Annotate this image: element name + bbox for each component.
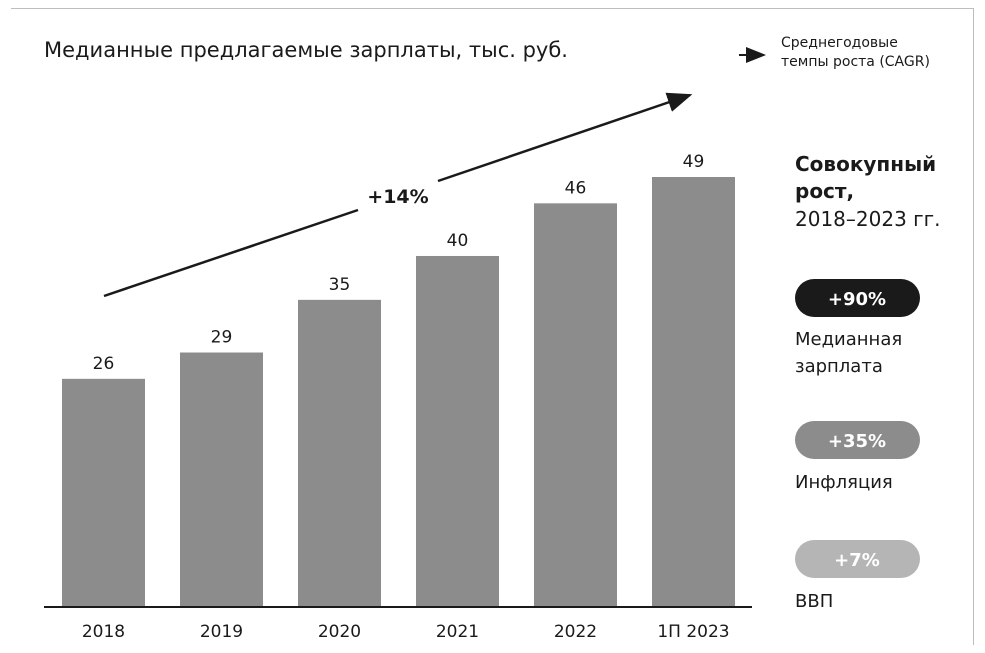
value-label-2018: 26 (93, 354, 115, 374)
tick-label-2022: 2022 (554, 622, 597, 642)
bar-2018 (62, 378, 145, 607)
badge-gdp-value: +7% (834, 550, 880, 571)
legend-text-line1: Среднегодовые (781, 35, 898, 51)
trend-label: +14% (367, 186, 428, 208)
bar-2020 (298, 299, 381, 607)
value-labels-group: 26 29 35 40 46 49 (93, 152, 705, 374)
trend-arrow-icon (437, 92, 693, 183)
value-label-2020: 35 (329, 275, 351, 295)
chart-title: Медианные предлагаемые зарплаты, тыс. ру… (44, 38, 568, 62)
tick-label-2019: 2019 (200, 622, 243, 642)
metric-median-salary-label-line1: Медианная (795, 329, 902, 350)
legend-text-line2: темпы роста (CAGR) (781, 54, 930, 70)
metric-inflation-label: Инфляция (795, 472, 893, 493)
bar-2022 (534, 203, 617, 607)
badge-inflation-value: +35% (828, 431, 886, 452)
badge-gdp (795, 540, 920, 578)
bar-2019 (180, 352, 263, 607)
tick-label-2021: 2021 (436, 622, 479, 642)
metric-median-salary-label-line2: зарплата (795, 356, 883, 377)
bars-group (62, 177, 735, 607)
badge-median-salary (795, 279, 920, 317)
bar-1П-2023 (652, 177, 735, 607)
bar-2021 (416, 255, 499, 607)
tick-label-2020: 2020 (318, 622, 361, 642)
side-heading-line2: рост, (795, 179, 854, 203)
tick-label-1П-2023: 1П 2023 (657, 622, 729, 642)
trend-arrow-line-left (103, 208, 359, 298)
x-axis-ticks-group: 2018 2019 2020 2021 2022 1П 2023 (82, 622, 730, 642)
tick-label-2018: 2018 (82, 622, 125, 642)
value-label-1П-2023: 49 (683, 152, 705, 172)
metric-gdp-label: ВВП (795, 591, 833, 612)
side-subheading: 2018–2023 гг. (795, 207, 941, 231)
value-label-2019: 29 (211, 328, 233, 348)
badge-median-salary-value: +90% (828, 289, 886, 310)
value-label-2021: 40 (447, 231, 469, 251)
badge-inflation (795, 421, 920, 459)
chart-frame (11, 8, 974, 645)
side-heading-line1: Совокупный (795, 152, 936, 176)
value-label-2022: 46 (565, 178, 587, 198)
